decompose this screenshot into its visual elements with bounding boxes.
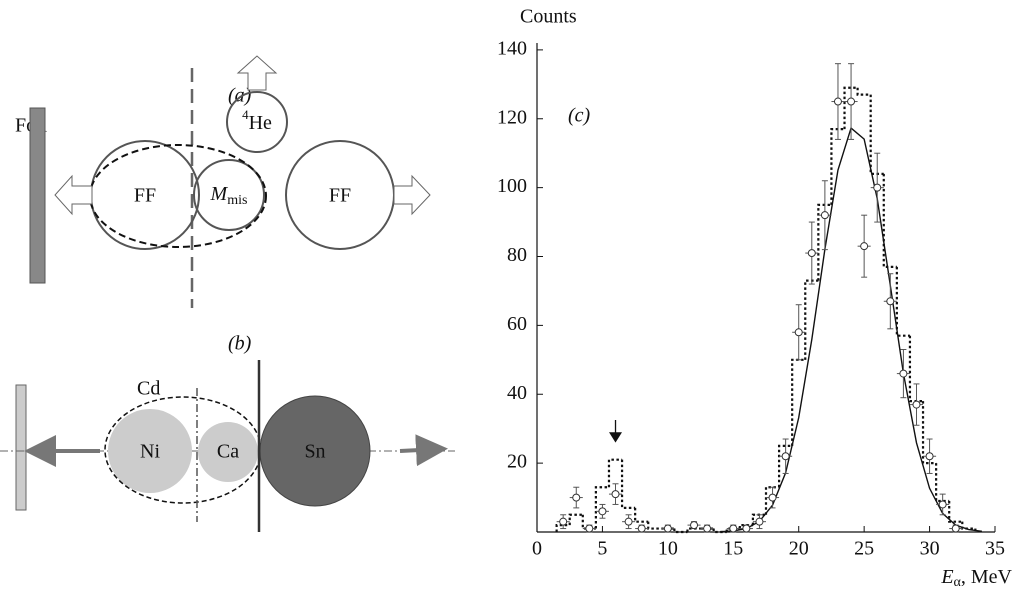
arrow xyxy=(399,434,448,467)
diagram-b: (b) Cd Ni Ca Sn xyxy=(0,333,455,532)
arrow xyxy=(393,174,431,216)
data-point xyxy=(873,183,882,192)
nucleus xyxy=(108,409,192,493)
data-point xyxy=(807,249,816,258)
histogram-bin xyxy=(804,279,819,360)
data-point xyxy=(755,517,764,526)
histogram-bin xyxy=(961,521,976,530)
data-point xyxy=(768,493,777,502)
x-tick-label: 15 xyxy=(723,538,743,560)
data-point xyxy=(794,328,803,337)
data-point xyxy=(781,452,790,461)
histogram-bin xyxy=(856,87,871,96)
data-point xyxy=(663,524,672,533)
histogram-bin xyxy=(647,521,662,530)
histogram-bin xyxy=(791,358,806,446)
histogram-bin xyxy=(895,266,910,337)
histogram-bin xyxy=(935,463,950,503)
histogram-bin xyxy=(869,94,884,175)
arrow xyxy=(54,174,93,216)
y-tick-label: 80 xyxy=(507,244,527,266)
diagram-a: (a) Foil 4He FF Mmis FF xyxy=(15,55,431,308)
data-point xyxy=(690,521,699,530)
data-point xyxy=(951,524,960,533)
x-axis-label: Eα, MeV xyxy=(940,566,1012,591)
histogram-bin xyxy=(817,203,832,281)
nucleus-label: Ca xyxy=(217,441,239,463)
histogram-bin xyxy=(607,458,623,488)
histogram-bin xyxy=(594,486,609,529)
panel-label: (c) xyxy=(568,105,591,127)
y-tick-label: 140 xyxy=(497,37,527,59)
x-tick-label: 5 xyxy=(597,538,607,560)
histogram-bin xyxy=(908,335,924,403)
histogram-bin xyxy=(830,127,845,205)
histogram-bin xyxy=(555,524,570,532)
panel-label: (a) xyxy=(228,85,252,107)
histogram-bin xyxy=(948,501,963,523)
data-point xyxy=(847,97,856,106)
data-point xyxy=(833,97,842,106)
histogram-bin xyxy=(843,86,858,130)
data-point xyxy=(572,493,581,502)
nucleus-label: Ni xyxy=(140,441,160,463)
histogram-bin xyxy=(673,528,688,534)
nucleus xyxy=(198,422,258,482)
data-point xyxy=(729,524,738,533)
data-point xyxy=(637,524,646,533)
data-point xyxy=(912,400,921,409)
data-point xyxy=(899,369,908,378)
data-point xyxy=(742,524,751,533)
panel-label: (b) xyxy=(228,333,252,355)
foil xyxy=(29,107,46,284)
data-point xyxy=(938,500,947,509)
data-point xyxy=(611,490,620,499)
x-tick-label: 10 xyxy=(658,538,678,560)
x-tick-label: 20 xyxy=(789,538,809,560)
histogram-bin xyxy=(634,507,649,523)
y-tick-label: 100 xyxy=(497,175,527,197)
data-point xyxy=(860,242,869,251)
histogram-bin xyxy=(568,513,583,526)
data-point xyxy=(925,452,934,461)
chart: Counts (c) Eα, MeV 0 5 10 15 20 25 30 35 20 40 60 8… xyxy=(497,6,1013,591)
data-point xyxy=(624,517,633,526)
data-point xyxy=(820,211,829,220)
helium-label: 4He xyxy=(242,107,272,134)
data-point xyxy=(585,524,594,533)
x-tick-label: 25 xyxy=(854,538,874,560)
helium xyxy=(226,91,288,153)
x-tick-label: 30 xyxy=(920,538,940,560)
histogram-bin xyxy=(882,173,897,268)
y-tick-label: 60 xyxy=(507,313,527,335)
foil xyxy=(15,384,27,511)
parent-label: Cd xyxy=(137,378,160,400)
data-point xyxy=(598,507,607,516)
histogram-bin xyxy=(777,444,793,488)
y-tick-label: 40 xyxy=(507,382,527,404)
data-point xyxy=(886,297,895,306)
y-axis-label: Counts xyxy=(520,6,577,28)
missing-mass xyxy=(193,159,265,231)
fragment-label: FF xyxy=(329,185,351,207)
fit-curve xyxy=(720,126,983,533)
x-tick-label: 0 xyxy=(532,538,542,560)
y-tick-label: 120 xyxy=(497,106,527,128)
data-point xyxy=(703,524,712,533)
x-tick-label: 35 xyxy=(985,538,1005,560)
nucleus-label: Sn xyxy=(304,441,325,463)
arrow xyxy=(236,55,278,91)
histogram-bin xyxy=(751,513,766,526)
missing-label: Mmis xyxy=(210,183,248,209)
histogram-bin xyxy=(620,459,636,509)
y-tick-label: 20 xyxy=(507,451,527,473)
fragment-label: FF xyxy=(134,185,156,207)
data-point xyxy=(559,517,568,526)
